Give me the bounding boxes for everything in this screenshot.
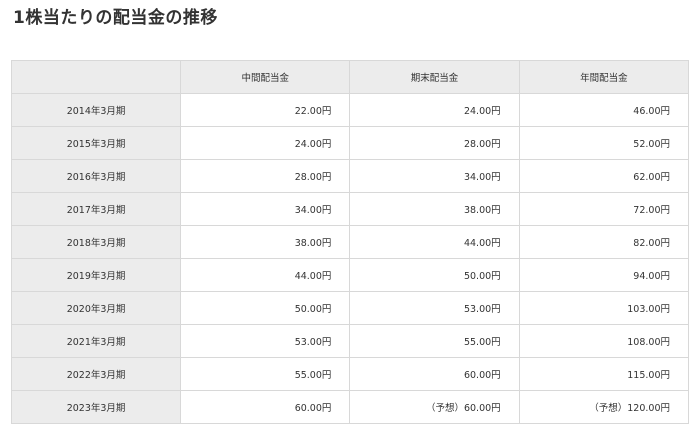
year-end-dividend-cell: 50.00円 — [349, 258, 520, 292]
annual-dividend-cell: 103.00円 — [518, 291, 690, 325]
column-header: 期末配当金 — [349, 60, 520, 94]
column-header: 中間配当金 — [180, 60, 351, 94]
annual-dividend-cell: 72.00円 — [518, 192, 690, 226]
year-end-dividend-cell: （予想）60.00円 — [349, 390, 520, 424]
period-cell: 2015年3月期 — [10, 126, 182, 160]
table-row: 2018年3月期 38.00円 44.00円 82.00円 — [10, 225, 690, 259]
period-cell: 2022年3月期 — [10, 357, 182, 391]
table-row: 2022年3月期 55.00円 60.00円 115.00円 — [10, 357, 690, 391]
annual-dividend-cell: 108.00円 — [518, 324, 690, 358]
year-end-dividend-cell: 24.00円 — [349, 93, 520, 127]
interim-dividend-cell: 55.00円 — [180, 357, 351, 391]
header-row: 中間配当金 期末配当金 年間配当金 — [10, 60, 690, 94]
year-end-dividend-cell: 28.00円 — [349, 126, 520, 160]
table-row: 2014年3月期 22.00円 24.00円 46.00円 — [10, 93, 690, 127]
year-end-dividend-cell: 60.00円 — [349, 357, 520, 391]
column-header — [10, 60, 182, 94]
page-title: 1株当たりの配当金の推移 — [13, 8, 218, 28]
interim-dividend-cell: 34.00円 — [180, 192, 351, 226]
annual-dividend-cell: 115.00円 — [518, 357, 690, 391]
interim-dividend-cell: 50.00円 — [180, 291, 351, 325]
interim-dividend-cell: 44.00円 — [180, 258, 351, 292]
table-row: 2015年3月期 24.00円 28.00円 52.00円 — [10, 126, 690, 160]
table-row: 2023年3月期 60.00円 （予想）60.00円 （予想）120.00円 — [10, 390, 690, 424]
interim-dividend-cell: 38.00円 — [180, 225, 351, 259]
annual-dividend-cell: 82.00円 — [518, 225, 690, 259]
interim-dividend-cell: 22.00円 — [180, 93, 351, 127]
table-row: 2021年3月期 53.00円 55.00円 108.00円 — [10, 324, 690, 358]
dividend-table: 中間配当金 期末配当金 年間配当金 2014年3月期 22.00円 24.00円 46.0… — [10, 60, 690, 424]
annual-dividend-cell: 62.00円 — [518, 159, 690, 193]
interim-dividend-cell: 24.00円 — [180, 126, 351, 160]
annual-dividend-cell: （予想）120.00円 — [518, 390, 690, 424]
period-cell: 2017年3月期 — [10, 192, 182, 226]
interim-dividend-cell: 60.00円 — [180, 390, 351, 424]
year-end-dividend-cell: 34.00円 — [349, 159, 520, 193]
period-cell: 2023年3月期 — [10, 390, 182, 424]
period-cell: 2018年3月期 — [10, 225, 182, 259]
year-end-dividend-cell: 38.00円 — [349, 192, 520, 226]
column-header: 年間配当金 — [518, 60, 690, 94]
period-cell: 2021年3月期 — [10, 324, 182, 358]
period-cell: 2020年3月期 — [10, 291, 182, 325]
table-row: 2019年3月期 44.00円 50.00円 94.00円 — [10, 258, 690, 292]
interim-dividend-cell: 28.00円 — [180, 159, 351, 193]
period-cell: 2016年3月期 — [10, 159, 182, 193]
year-end-dividend-cell: 44.00円 — [349, 225, 520, 259]
annual-dividend-cell: 46.00円 — [518, 93, 690, 127]
period-cell: 2019年3月期 — [10, 258, 182, 292]
annual-dividend-cell: 52.00円 — [518, 126, 690, 160]
table-row: 2020年3月期 50.00円 53.00円 103.00円 — [10, 291, 690, 325]
year-end-dividend-cell: 53.00円 — [349, 291, 520, 325]
annual-dividend-cell: 94.00円 — [518, 258, 690, 292]
year-end-dividend-cell: 55.00円 — [349, 324, 520, 358]
period-cell: 2014年3月期 — [10, 93, 182, 127]
table-row: 2016年3月期 28.00円 34.00円 62.00円 — [10, 159, 690, 193]
table-row: 2017年3月期 34.00円 38.00円 72.00円 — [10, 192, 690, 226]
interim-dividend-cell: 53.00円 — [180, 324, 351, 358]
